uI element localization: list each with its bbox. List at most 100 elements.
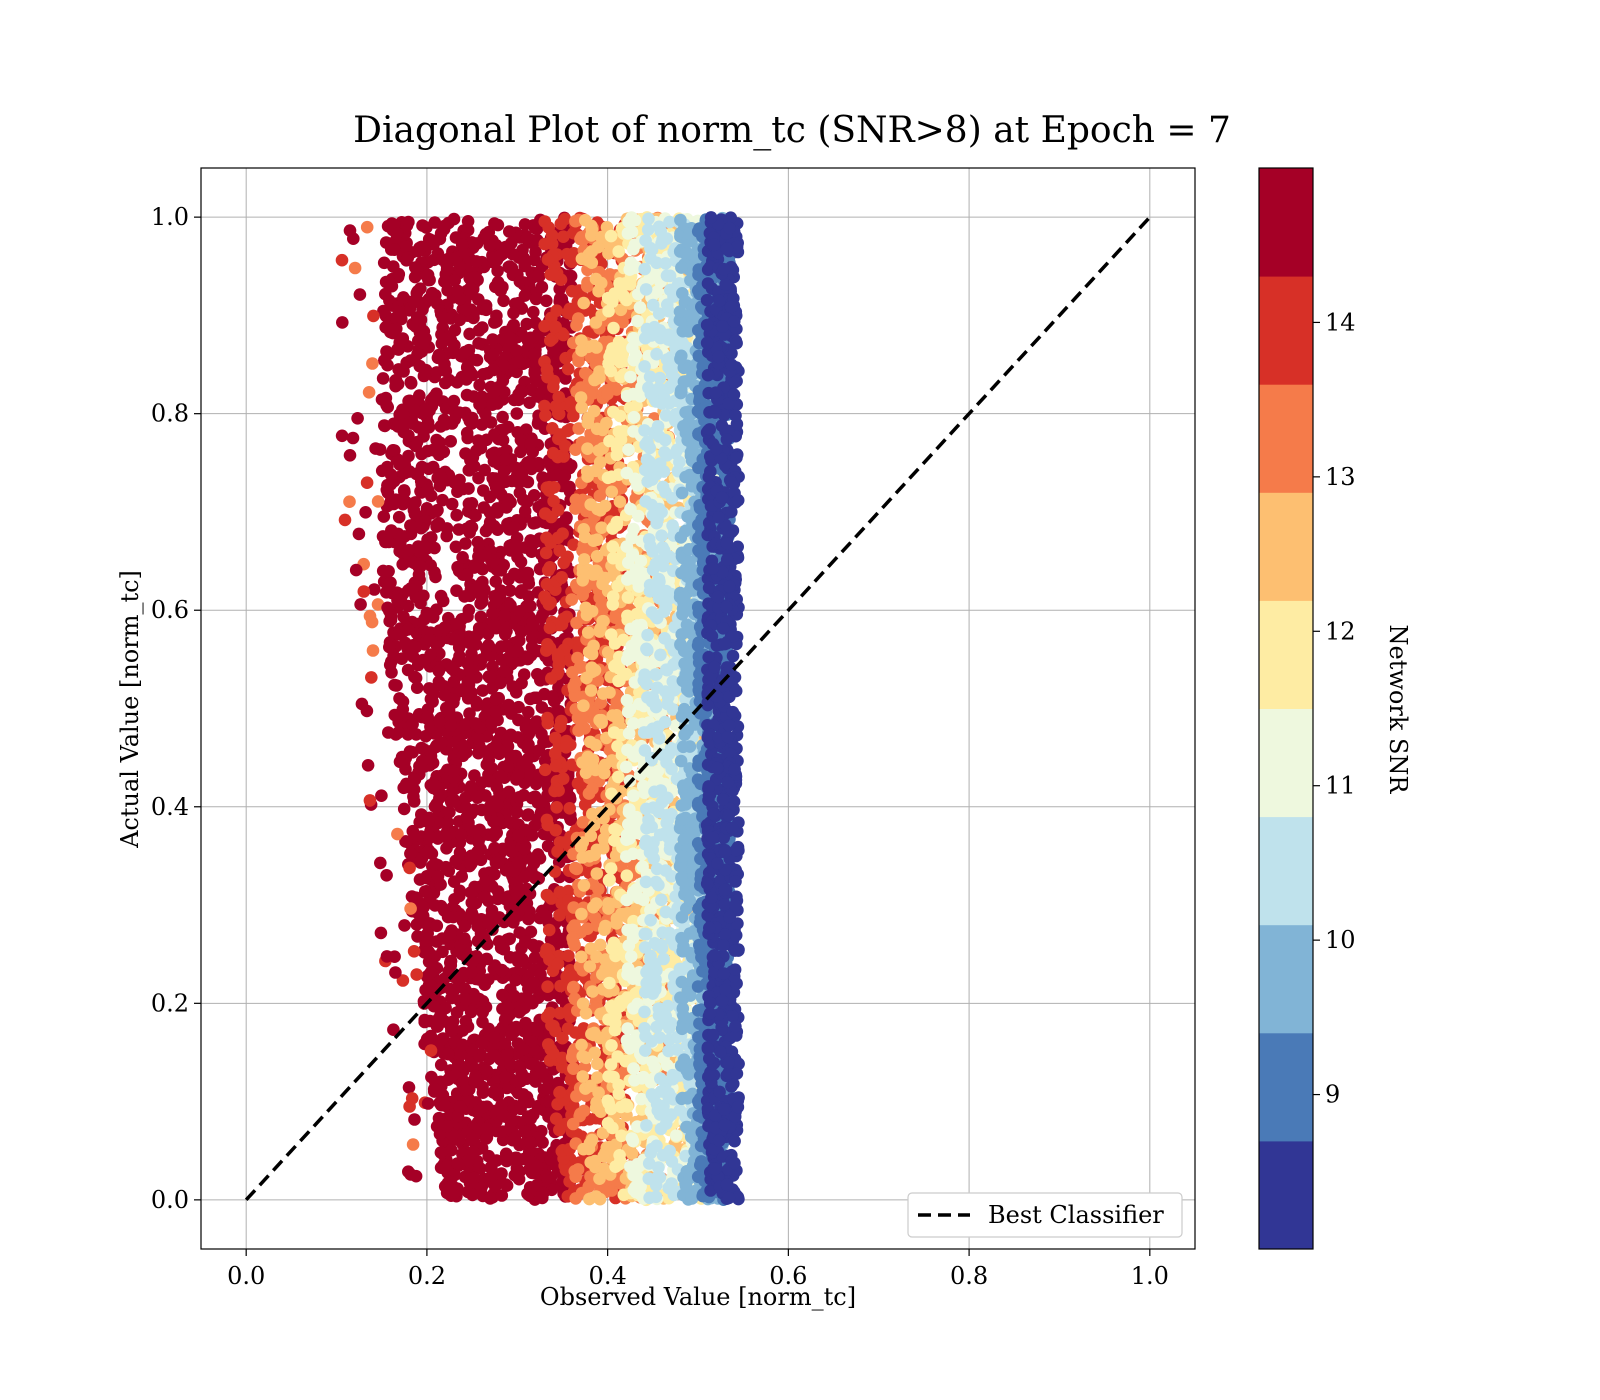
- scatter-point: [401, 623, 415, 636]
- scatter-point: [464, 519, 477, 533]
- scatter-point: [460, 810, 474, 824]
- scatter-point: [595, 521, 608, 534]
- scatter-point: [583, 735, 597, 749]
- scatter-point: [505, 845, 518, 858]
- scatter-point: [587, 404, 601, 418]
- scatter-point: [444, 435, 458, 448]
- scatter-point: [400, 356, 414, 370]
- scatter-point: [620, 869, 634, 882]
- scatter-point: [388, 708, 402, 722]
- scatter-point: [515, 941, 528, 955]
- scatter-point: [421, 969, 435, 983]
- scatter-point: [456, 1038, 469, 1052]
- scatter-point: [556, 772, 570, 785]
- scatter-point: [575, 1038, 588, 1052]
- scatter-point: [561, 424, 574, 438]
- scatter-point: [403, 465, 416, 478]
- scatter-point: [438, 688, 452, 702]
- scatter-point: [456, 1024, 470, 1037]
- scatter-point: [605, 485, 619, 499]
- scatter-point: [463, 365, 477, 378]
- scatter-point: [384, 468, 398, 482]
- scatter-point: [397, 610, 410, 623]
- scatter-point: [384, 613, 398, 627]
- scatter-point: [428, 857, 441, 871]
- scatter-point: [414, 475, 428, 488]
- scatter-point: [562, 949, 575, 963]
- scatter-point: [513, 634, 526, 647]
- scatter-point: [502, 698, 515, 712]
- scatter-point: [451, 1157, 464, 1170]
- scatter-point: [581, 416, 595, 430]
- scatter-point: [515, 385, 529, 399]
- scatter-point: [404, 582, 418, 595]
- scatter-point: [577, 699, 590, 712]
- scatter-point: [459, 993, 473, 1006]
- scatter-point: [591, 502, 604, 516]
- scatter-point: [597, 687, 610, 700]
- scatter-point: [499, 1070, 512, 1084]
- scatter-point: [495, 1189, 509, 1202]
- scatter-point: [570, 319, 583, 332]
- scatter-point: [472, 324, 486, 337]
- scatter-point: [406, 650, 420, 663]
- scatter-point: [565, 284, 579, 298]
- scatter-point: [500, 501, 513, 514]
- scatter-point: [460, 426, 474, 440]
- scatter-point: [424, 830, 437, 844]
- scatter-point: [459, 1083, 472, 1097]
- scatter-point: [379, 391, 393, 405]
- scatter-point: [585, 647, 599, 661]
- scatter-point: [409, 496, 422, 509]
- scatter-point: [575, 950, 588, 964]
- scatter-point: [476, 1100, 490, 1114]
- scatter-point: [385, 524, 398, 537]
- scatter-point: [539, 409, 552, 422]
- scatter-point: [464, 886, 478, 899]
- scatter-point: [527, 517, 540, 530]
- scatter-point: [576, 1070, 589, 1083]
- scatter-point: [594, 938, 607, 952]
- scatter-point: [437, 363, 450, 377]
- scatter-point: [572, 724, 585, 737]
- scatter-point: [498, 609, 511, 622]
- scatter-point: [521, 652, 534, 666]
- scatter-point: [547, 494, 560, 508]
- scatter-point: [376, 564, 390, 578]
- scatter-point: [406, 717, 419, 731]
- scatter-point: [476, 1006, 490, 1019]
- scatter-point: [449, 633, 462, 646]
- scatter-point: [503, 225, 516, 238]
- scatter-point: [597, 832, 611, 846]
- scatter-point: [431, 351, 445, 365]
- scatter-point: [541, 980, 554, 993]
- scatter-point: [431, 870, 445, 883]
- scatter-point: [438, 621, 452, 634]
- scatter-point: [507, 306, 520, 320]
- scatter-point: [588, 1026, 601, 1040]
- scatter-point: [487, 1086, 500, 1099]
- scatter-point: [388, 678, 401, 692]
- scatter-point: [438, 219, 452, 233]
- scatter-point: [463, 464, 476, 477]
- scatter-point: [445, 660, 459, 674]
- scatter-point: [395, 652, 409, 665]
- scatter-point: [540, 1082, 554, 1096]
- scatter-point: [498, 1037, 512, 1050]
- scatter-point: [465, 965, 478, 979]
- scatter-point: [487, 455, 501, 468]
- scatter-point: [545, 1019, 558, 1032]
- scatter-point: [625, 1147, 639, 1160]
- scatter-point: [423, 633, 436, 646]
- scatter-point: [551, 957, 565, 970]
- scatter-point: [470, 699, 484, 712]
- scatter-point: [393, 692, 406, 705]
- scatter-point: [567, 980, 580, 994]
- scatter-point: [453, 313, 467, 327]
- scatter-point: [408, 773, 422, 786]
- scatter-point: [558, 469, 572, 483]
- scatter-point: [503, 331, 517, 345]
- scatter-point: [529, 292, 543, 306]
- scatter-point: [596, 423, 609, 437]
- scatter-point: [430, 520, 443, 533]
